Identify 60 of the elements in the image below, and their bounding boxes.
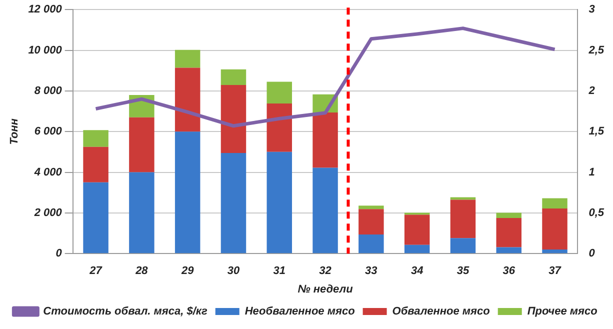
bar bbox=[542, 208, 568, 250]
bar bbox=[496, 212, 522, 218]
legend-label: Стоимость обвал. мяса, $/кг bbox=[43, 306, 208, 318]
bar bbox=[174, 50, 200, 68]
x-tick-label: 27 bbox=[88, 265, 103, 278]
y-tick-label: 4 000 bbox=[33, 166, 63, 178]
x-tick-label: 32 bbox=[319, 265, 332, 278]
legend-label: Прочее мясо bbox=[527, 306, 598, 318]
bar bbox=[358, 206, 384, 210]
bar bbox=[83, 130, 108, 147]
x-tick-label: 37 bbox=[548, 265, 562, 278]
x-tick-label: 34 bbox=[410, 265, 424, 278]
y2-tick-label: 1,5 bbox=[588, 126, 605, 138]
legend-label: Необваленное мясо bbox=[244, 306, 356, 318]
legend-label: Обваленное мясо bbox=[392, 306, 490, 318]
bar bbox=[174, 68, 200, 132]
bar bbox=[83, 146, 108, 182]
bar bbox=[220, 69, 246, 86]
bar bbox=[266, 152, 292, 254]
x-tick-label: 33 bbox=[365, 265, 378, 278]
y-tick-label: 10 000 bbox=[28, 44, 63, 56]
x-tick-label: 35 bbox=[456, 265, 470, 278]
y2-tick-label: 2 bbox=[588, 84, 595, 97]
bar bbox=[404, 214, 430, 245]
bar bbox=[174, 132, 200, 254]
bar bbox=[450, 200, 476, 238]
x-tick-label: 28 bbox=[134, 265, 149, 278]
y-tick-label: 2 000 bbox=[33, 206, 63, 219]
y-tick-label: 8 000 bbox=[34, 84, 63, 97]
bar bbox=[496, 247, 522, 254]
y-tick-label: 12 000 bbox=[28, 4, 63, 16]
bar bbox=[83, 182, 108, 254]
y2-tick-label: 1 bbox=[588, 166, 595, 178]
x-tick-label: 29 bbox=[180, 265, 195, 278]
y2-tick-label: 0,5 bbox=[588, 206, 605, 219]
y2-tick-label: 2,5 bbox=[588, 44, 605, 56]
bar bbox=[312, 168, 338, 254]
bar bbox=[220, 85, 246, 153]
bar bbox=[312, 112, 338, 168]
bar bbox=[266, 82, 292, 104]
y-tick-label: 6 000 bbox=[34, 126, 63, 138]
bar bbox=[404, 244, 430, 254]
x-tick-label: 36 bbox=[502, 265, 516, 278]
bar bbox=[129, 172, 154, 254]
y-tick-label: 0 bbox=[56, 248, 63, 260]
y2-tick-label: 3 bbox=[588, 4, 595, 16]
x-tick-label: 30 bbox=[227, 265, 240, 278]
bar bbox=[358, 209, 384, 234]
bar bbox=[542, 198, 568, 208]
bar bbox=[266, 104, 292, 152]
bar bbox=[450, 238, 476, 254]
bar bbox=[496, 218, 522, 248]
bar bbox=[358, 234, 384, 254]
bar bbox=[220, 152, 246, 254]
bar bbox=[542, 250, 568, 254]
x-axis-title: № недели bbox=[298, 283, 354, 296]
y2-tick-label: 0 bbox=[588, 248, 596, 260]
y-axis-title: Тонн bbox=[8, 118, 21, 145]
bar bbox=[129, 117, 154, 172]
x-tick-label: 31 bbox=[273, 265, 286, 278]
